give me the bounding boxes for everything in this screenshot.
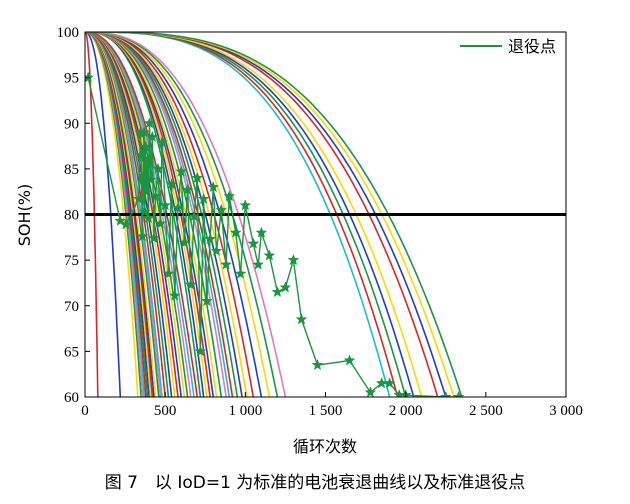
retirement-point xyxy=(210,244,223,256)
retirement-point xyxy=(234,267,247,279)
retirement-point xyxy=(142,211,155,224)
retirement-point xyxy=(252,258,265,270)
retirement-point xyxy=(239,199,252,211)
retirement-point xyxy=(141,154,154,166)
retirement-point xyxy=(140,185,153,197)
retirement-point xyxy=(263,249,276,261)
retirement-point xyxy=(120,218,132,230)
retirement-point xyxy=(135,148,147,161)
y-tick-label: 75 xyxy=(64,253,79,269)
legend: 退役点 xyxy=(460,37,556,56)
y-tick-label: 70 xyxy=(64,299,79,315)
retirement-point xyxy=(452,390,465,397)
retirement-point xyxy=(311,358,324,371)
legend-label: 退役点 xyxy=(508,37,556,56)
retirement-points-series xyxy=(85,71,465,397)
degradation-curve xyxy=(85,32,287,397)
x-tick-label: 2 000 xyxy=(389,403,423,419)
retirement-point xyxy=(138,205,151,217)
retirement-point xyxy=(247,237,260,249)
x-tick-label: 2 500 xyxy=(469,403,503,419)
retirement-point xyxy=(220,258,232,270)
retirement-point xyxy=(223,189,236,202)
retirement-point xyxy=(156,136,168,148)
retirement-point xyxy=(184,278,197,290)
degradation-curve xyxy=(85,32,198,397)
retirement-point xyxy=(178,236,191,248)
figure-caption: 图 7 以 IoD=1 为标准的电池衰退曲线以及标准退役点 xyxy=(104,473,526,493)
retirement-point xyxy=(279,281,292,293)
x-tick-label: 1 500 xyxy=(309,403,343,419)
retirement-point xyxy=(215,203,228,215)
retirement-point xyxy=(188,210,201,222)
y-tick-label: 95 xyxy=(64,71,79,87)
retirement-point xyxy=(137,169,149,182)
retirement-point xyxy=(154,217,167,229)
retirement-point xyxy=(200,294,213,307)
retirement-point xyxy=(144,173,157,185)
retirement-point xyxy=(148,231,160,244)
y-tick-label: 60 xyxy=(64,390,79,406)
retirement-point xyxy=(143,117,156,129)
retirement-point xyxy=(175,165,188,177)
y-tick-label: 65 xyxy=(64,344,79,360)
retirement-points-line xyxy=(87,77,459,397)
retirement-point xyxy=(383,377,396,389)
retirement-point xyxy=(343,354,356,366)
y-tick-label: 80 xyxy=(64,208,79,224)
retirement-point xyxy=(181,183,194,195)
y-axis-title: SOH(%) xyxy=(15,184,34,246)
retirement-point xyxy=(159,199,172,211)
degradation-curve xyxy=(85,32,463,397)
y-tick-label: 90 xyxy=(64,116,79,132)
retirement-point xyxy=(138,126,150,138)
retirement-point xyxy=(207,180,220,193)
retirement-point xyxy=(85,71,95,83)
retirement-point xyxy=(165,178,178,190)
axes-ticks: 0 500 1 000 1 500 2 000 2 500 3 000 60 65 70 75 80 8… xyxy=(57,25,583,419)
retirement-point xyxy=(162,267,175,279)
retirement-point xyxy=(197,192,210,204)
retirement-point xyxy=(271,285,284,298)
retirement-point xyxy=(168,289,181,301)
retirement-point xyxy=(191,171,204,183)
retirement-point xyxy=(255,226,268,238)
retirement-point xyxy=(204,232,216,245)
retirement-point xyxy=(364,386,377,397)
degradation-curve xyxy=(85,32,122,397)
retirement-point xyxy=(132,192,145,204)
retirement-point xyxy=(146,130,159,142)
retirement-point xyxy=(287,253,300,266)
retirement-point xyxy=(149,189,162,202)
retirement-point xyxy=(114,214,127,226)
retirement-point xyxy=(439,390,452,397)
y-tick-label: 85 xyxy=(64,162,79,178)
x-tick-label: 0 xyxy=(81,403,89,419)
retirement-point xyxy=(139,140,152,152)
retirement-point xyxy=(136,230,149,242)
retirement-point xyxy=(152,162,164,174)
retirement-point xyxy=(194,345,207,357)
retirement-point xyxy=(229,226,242,238)
degradation-curve xyxy=(85,32,99,397)
retirement-point xyxy=(172,201,184,214)
x-tick-label: 500 xyxy=(154,403,177,419)
x-tick-label: 1 000 xyxy=(228,403,262,419)
x-tick-label: 3 000 xyxy=(549,403,583,419)
retirement-point xyxy=(295,313,308,325)
x-axis-title: 循环次数 xyxy=(293,437,357,456)
y-tick-label: 100 xyxy=(57,25,80,41)
